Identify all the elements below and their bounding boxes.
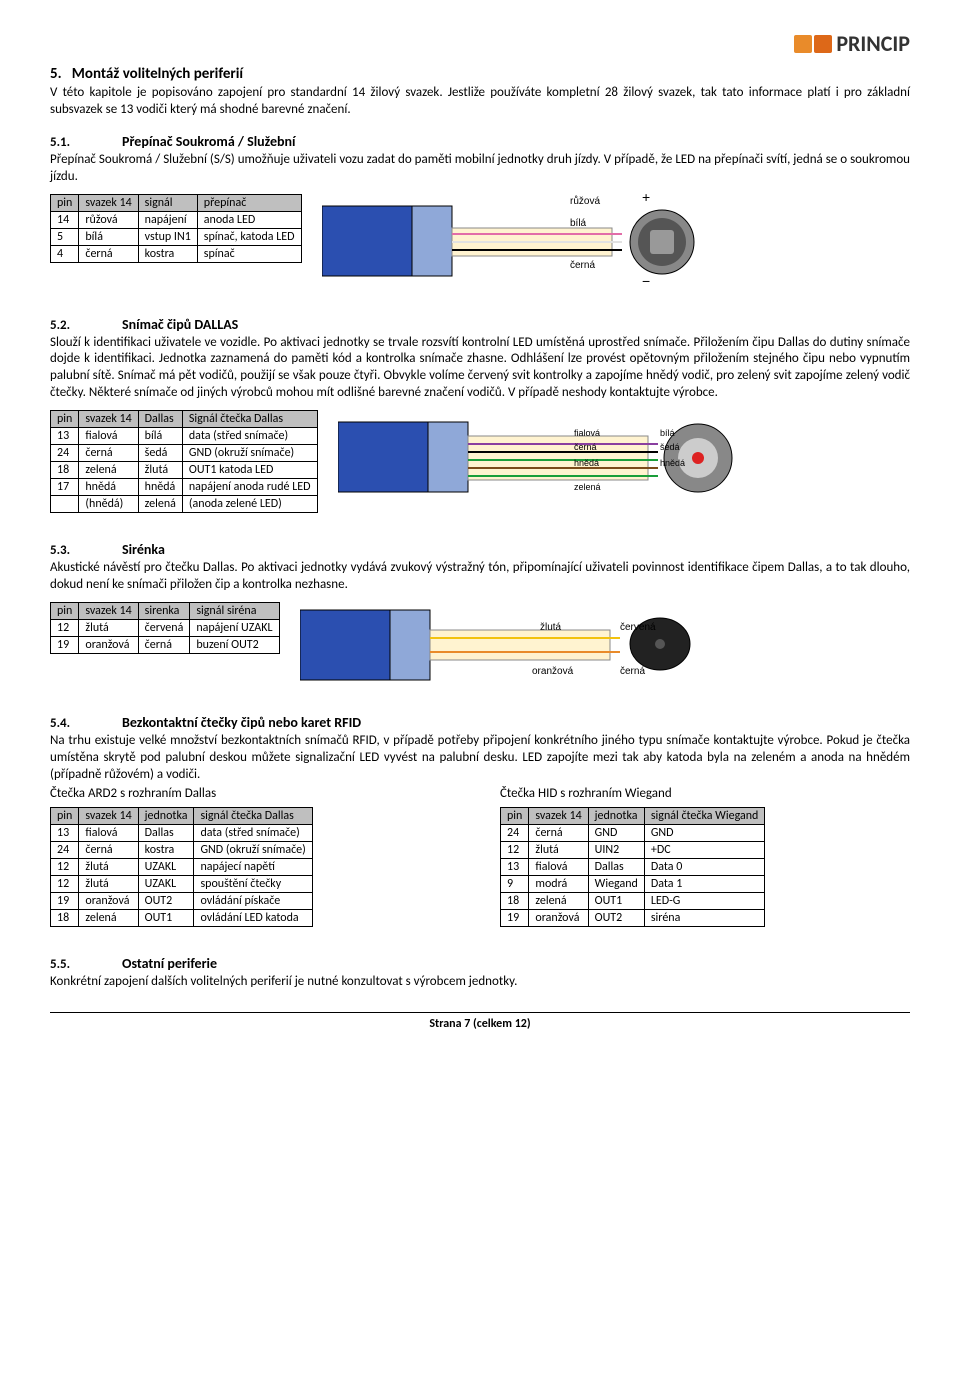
table-row: 24černášedáGND (okruží snímače) xyxy=(51,445,318,462)
table-header: přepínač xyxy=(197,194,301,211)
svg-text:žlutá: žlutá xyxy=(540,622,562,633)
table-header: Signál čtečka Dallas xyxy=(182,411,317,428)
svg-text:černá: černá xyxy=(620,666,645,677)
svg-text:bílá: bílá xyxy=(570,218,587,229)
svg-text:oranžová: oranžová xyxy=(532,666,574,677)
table-53: pinsvazek 14sirenkasignál siréna12žlutáč… xyxy=(50,602,280,654)
sec-text: Přepínač Soukromá / Služební (S/S) umožň… xyxy=(50,152,910,186)
table-header: pin xyxy=(51,807,79,824)
table-header: signál čtečka Dallas xyxy=(194,807,312,824)
svg-text:hnědá: hnědá xyxy=(660,458,685,468)
table-row: 13fialováDallasData 0 xyxy=(501,858,765,875)
table-header: svazek 14 xyxy=(79,194,138,211)
table-54-right: pinsvazek 14jednotkasignál čtečka Wiegan… xyxy=(500,807,765,927)
main-heading: 5. Montáž volitelných periferií xyxy=(50,65,910,83)
table-header: signál xyxy=(138,194,197,211)
sec-title: Snímač čipů DALLAS xyxy=(122,316,238,333)
sec-text: Slouží k identifikaci uživatele ve vozid… xyxy=(50,335,910,403)
svg-text:+: + xyxy=(642,189,650,205)
sec-text: Konkrétní zapojení dalších volitelných p… xyxy=(50,974,910,991)
table-header: pin xyxy=(51,602,79,619)
table-header: signál siréna xyxy=(190,602,279,619)
svg-text:−: − xyxy=(642,273,650,289)
table-header: jednotka xyxy=(588,807,644,824)
sec-text: Na trhu existuje velké množství bezkonta… xyxy=(50,733,910,784)
table-row: 12žlutáUZAKLspouštění čtečky xyxy=(51,875,313,892)
table-row: 24černákostraGND (okruží snímače) xyxy=(51,841,313,858)
table-header: jednotka xyxy=(138,807,194,824)
table-51: pinsvazek 14signálpřepínač14růžovánapáje… xyxy=(50,194,302,263)
table-header: svazek 14 xyxy=(529,807,588,824)
table-row: 14růžovánapájeníanoda LED xyxy=(51,211,302,228)
svg-text:fialová: fialová xyxy=(574,428,600,438)
table-row: 18zelenáOUT1ovládání LED katoda xyxy=(51,909,313,926)
table-row: 18zelenážlutáOUT1 katoda LED xyxy=(51,462,318,479)
table-header: pin xyxy=(501,807,529,824)
table-header: svazek 14 xyxy=(79,411,138,428)
sec-num: 5.2. xyxy=(50,318,122,333)
svg-text:červená: červená xyxy=(620,622,656,633)
svg-text:zelená: zelená xyxy=(574,482,601,492)
table-row: (hnědá)zelená(anoda zelené LED) xyxy=(51,496,318,513)
sec-text: Akustické návěstí pro čtečku Dallas. Po … xyxy=(50,560,910,594)
logo: PRINCIP xyxy=(50,30,910,57)
table-row: 12žlutáUZAKLnapájecí napětí xyxy=(51,858,313,875)
table-header: signál čtečka Wiegand xyxy=(644,807,765,824)
table-row: 19oranžováOUT2siréna xyxy=(501,909,765,926)
table-row: 19oranžováOUT2ovládání pískače xyxy=(51,892,313,909)
svg-text:růžová: růžová xyxy=(570,195,600,207)
sec-num: 5.3. xyxy=(50,543,122,558)
sec-title: Sirénka xyxy=(122,541,165,558)
table-row: 19oranžováčernábuzení OUT2 xyxy=(51,636,280,653)
subtitle-left: Čtečka ARD2 s rozhraním Dallas xyxy=(50,786,460,801)
svg-text:bílá: bílá xyxy=(660,428,675,438)
svg-text:hnědá: hnědá xyxy=(574,458,599,468)
table-54-left: pinsvazek 14jednotkasignál čtečka Dallas… xyxy=(50,807,313,927)
table-row: 5bílávstup IN1spínač, katoda LED xyxy=(51,228,302,245)
table-header: pin xyxy=(51,411,79,428)
table-row: 12žlutáUIN2+DC xyxy=(501,841,765,858)
table-row: 18zelenáOUT1LED-G xyxy=(501,892,765,909)
sec-num: 5.5. xyxy=(50,957,122,972)
table-header: pin xyxy=(51,194,79,211)
table-row: 24černáGNDGND xyxy=(501,824,765,841)
sec-title: Přepínač Soukromá / Služební xyxy=(122,133,295,150)
sec-num: 5.4. xyxy=(50,716,122,731)
table-row: 9modráWiegandData 1 xyxy=(501,875,765,892)
subtitle-right: Čtečka HID s rozhraním Wiegand xyxy=(500,786,910,801)
sec-title: Bezkontaktní čtečky čipů nebo karet RFID xyxy=(122,714,361,731)
table-row: 13fialovábíládata (střed snímače) xyxy=(51,428,318,445)
table-header: svazek 14 xyxy=(79,807,138,824)
table-row: 17hnědáhnědánapájení anoda rudé LED xyxy=(51,479,318,496)
table-row: 4černákostraspínač xyxy=(51,245,302,262)
sec-num: 5.1. xyxy=(50,135,122,150)
svg-text:černá: černá xyxy=(570,260,595,271)
table-header: Dallas xyxy=(138,411,182,428)
intro-text: V této kapitole je popisováno zapojení p… xyxy=(50,85,910,119)
diagram-siren: žlutá červená oranžová černá xyxy=(300,596,910,700)
table-row: 13fialováDallasdata (střed snímače) xyxy=(51,824,313,841)
table-row: 12žlutáčervenánapájení UZAKL xyxy=(51,619,280,636)
table-header: sirenka xyxy=(138,602,190,619)
diagram-switch: růžová + bílá − černá xyxy=(322,188,910,302)
diagram-dallas: fialová bílá černá šedá hnědá hnědá zele… xyxy=(338,404,910,518)
logo-text: PRINCIP xyxy=(836,30,910,57)
table-52: pinsvazek 14DallasSignál čtečka Dallas13… xyxy=(50,410,318,513)
page-footer: Strana 7 (celkem 12) xyxy=(50,1012,910,1031)
svg-text:šedá: šedá xyxy=(660,442,680,452)
svg-text:černá: černá xyxy=(574,442,597,452)
table-header: svazek 14 xyxy=(79,602,138,619)
sec-title: Ostatní periferie xyxy=(122,955,217,972)
